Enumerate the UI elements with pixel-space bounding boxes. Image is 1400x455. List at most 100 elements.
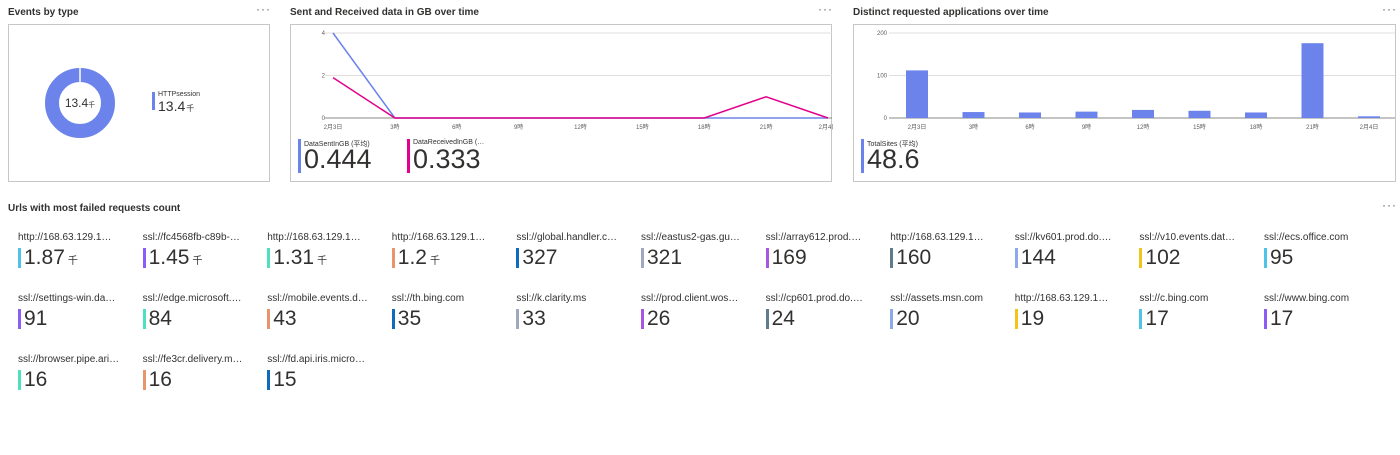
failed-url-tile[interactable]: ssl://settings-win.da… 91 <box>18 293 133 347</box>
failed-url-tile[interactable]: ssl://fd.api.iris.micro… 15 <box>267 354 382 408</box>
tile-url-label: ssl://kv601.prod.do.… <box>1014 232 1112 243</box>
tile-count-value: 169 <box>771 246 807 269</box>
x-tick-label: 12時 <box>1137 123 1150 131</box>
tile-accent-bar <box>1264 309 1267 329</box>
tile-accent-bar <box>267 248 271 268</box>
failed-url-tile[interactable]: http://168.63.129.1… 19 <box>1014 293 1130 347</box>
tile-count-value: 1.2 千 <box>397 246 440 269</box>
tile-count-value: 26 <box>647 307 671 330</box>
tile-count-value: 1.45 千 <box>148 246 203 269</box>
failed-url-tile[interactable]: ssl://browser.pipe.ari… 16 <box>18 354 133 408</box>
tile-accent-bar <box>18 370 21 390</box>
failed-url-tile[interactable]: ssl://v10.events.dat… 102 <box>1139 232 1254 286</box>
bar <box>962 112 985 118</box>
tile-count-value: 84 <box>148 307 172 330</box>
tile-accent-bar <box>516 309 520 329</box>
tile-accent-bar <box>1139 309 1143 329</box>
failed-url-tile[interactable]: http://168.63.129.1… 1.87 千 <box>18 232 133 286</box>
ellipsis-icon[interactable]: ··· <box>256 2 271 16</box>
x-tick-label: 12時 <box>574 123 587 131</box>
tile-url-label: ssl://fe3cr.delivery.m… <box>142 354 243 365</box>
failed-url-tile[interactable]: ssl://fe3cr.delivery.m… 16 <box>142 354 258 408</box>
failed-url-tile[interactable]: ssl://c.bing.com 17 <box>1139 293 1254 347</box>
tile-accent-bar <box>890 248 894 268</box>
metric-color-bar-received <box>407 139 410 173</box>
metric-color-bar-totalsites <box>861 139 864 173</box>
tile-url-label: ssl://global.handler.c… <box>516 232 618 243</box>
tile-count-value: 1.31 千 <box>273 246 328 269</box>
tile-url-label: ssl://fc4568fb-c89b-… <box>142 232 240 243</box>
failed-url-tile[interactable]: ssl://assets.msn.com 20 <box>890 293 1005 347</box>
x-tick-label: 6時 <box>1025 123 1034 131</box>
tile-accent-bar <box>267 309 271 329</box>
tile-url-label: ssl://mobile.events.d… <box>267 293 368 304</box>
tile-count-value: 33 <box>522 307 546 330</box>
tile-count-value: 160 <box>896 246 932 269</box>
bar <box>1358 116 1380 118</box>
donut-center-value: 13.4千 <box>65 96 95 110</box>
tile-accent-bar <box>641 309 644 329</box>
failed-url-tile[interactable]: http://168.63.129.1… 160 <box>890 232 1005 286</box>
tile-count-value: 20 <box>896 307 920 330</box>
tile-url-label: ssl://cp601.prod.do.… <box>765 293 863 304</box>
tile-accent-bar <box>1139 248 1143 268</box>
failed-url-tile[interactable]: ssl://kv601.prod.do.… 144 <box>1014 232 1130 286</box>
failed-url-tile[interactable]: ssl://mobile.events.d… 43 <box>267 293 382 347</box>
failed-url-tile[interactable]: ssl://www.bing.com 17 <box>1264 293 1379 347</box>
sent-received-line-chart: 4 2 0 2月3日 3時 6時 9時 12時 15時 18時 21時 2月4日 <box>322 31 833 131</box>
tile-accent-bar <box>1264 248 1267 268</box>
tile-count-value: 1.87 千 <box>24 246 78 269</box>
failed-url-tile[interactable]: http://168.63.129.1… 1.2 千 <box>391 232 507 286</box>
tile-count-value: 15 <box>273 368 297 391</box>
ellipsis-icon[interactable]: ··· <box>818 2 833 16</box>
tile-count-value: 17 <box>1270 307 1294 330</box>
bar <box>906 70 928 118</box>
y-tick-label: 100 <box>877 74 888 80</box>
failed-url-tile[interactable]: http://168.63.129.1… 1.31 千 <box>267 232 382 286</box>
bar <box>1075 111 1098 118</box>
ellipsis-icon[interactable]: ··· <box>1382 198 1397 212</box>
failed-url-tile[interactable]: ssl://global.handler.c… 327 <box>516 232 631 286</box>
failed-url-tile[interactable]: ssl://k.clarity.ms 33 <box>516 293 631 347</box>
x-tick-label: 15時 <box>1193 123 1206 131</box>
failed-url-tile[interactable]: ssl://edge.microsoft.… 84 <box>142 293 258 347</box>
failed-url-tile[interactable]: ssl://cp601.prod.do.… 24 <box>765 293 881 347</box>
failed-url-tile[interactable]: ssl://th.bing.com 35 <box>391 293 507 347</box>
bar <box>1245 112 1267 118</box>
tile-count-value: 95 <box>1270 246 1294 269</box>
y-tick-label: 2 <box>322 74 326 80</box>
tile-accent-bar <box>391 309 395 329</box>
metric-value-received: 0.333 <box>413 144 481 174</box>
tile-url-label: ssl://th.bing.com <box>391 293 465 304</box>
failed-url-tile[interactable]: ssl://fc4568fb-c89b-… 1.45 千 <box>142 232 258 286</box>
tile-count-value: 327 <box>522 246 558 269</box>
failed-url-tile[interactable]: ssl://prod.client.wos… 26 <box>641 293 756 347</box>
x-tick-label: 3時 <box>969 123 978 131</box>
ellipsis-icon[interactable]: ··· <box>1382 2 1397 16</box>
y-tick-label: 0 <box>322 116 326 122</box>
tile-accent-bar <box>142 309 146 329</box>
failed-url-tile[interactable]: ssl://array612.prod.… 169 <box>765 232 881 286</box>
y-tick-label: 200 <box>877 31 888 37</box>
bar <box>1188 110 1211 118</box>
tile-accent-bar <box>267 370 271 390</box>
tile-count-value: 35 <box>397 307 422 330</box>
events-card: 13.4千 HTTPsession 13.4千 <box>8 24 270 182</box>
tile-accent-bar <box>391 248 395 268</box>
tile-url-label: http://168.63.129.1… <box>890 232 984 243</box>
apps-bar-chart: 200 100 0 2月3日 3時 6時 9時 12時 15時 18時 21時 2月4日 <box>877 31 1395 131</box>
tile-accent-bar <box>18 248 21 268</box>
metric-name-received: DataReceivedInGB (… <box>413 139 485 146</box>
failed-url-tile[interactable]: ssl://eastus2-gas.gu… 321 <box>641 232 756 286</box>
failed-url-tile[interactable]: ssl://ecs.office.com 95 <box>1264 232 1379 286</box>
tile-url-label: ssl://eastus2-gas.gu… <box>641 232 740 243</box>
metric-value-totalsites: 48.6 <box>867 144 920 174</box>
tile-url-label: ssl://fd.api.iris.micro… <box>267 354 365 365</box>
tile-accent-bar <box>765 309 769 329</box>
tile-accent-bar <box>516 248 520 268</box>
tile-count-value: 17 <box>1145 307 1169 330</box>
tile-accent-bar <box>142 370 146 390</box>
tile-url-label: http://168.63.129.1… <box>267 232 361 243</box>
tile-count-value: 19 <box>1020 307 1045 330</box>
x-tick-label: 2月3日 <box>324 124 343 131</box>
